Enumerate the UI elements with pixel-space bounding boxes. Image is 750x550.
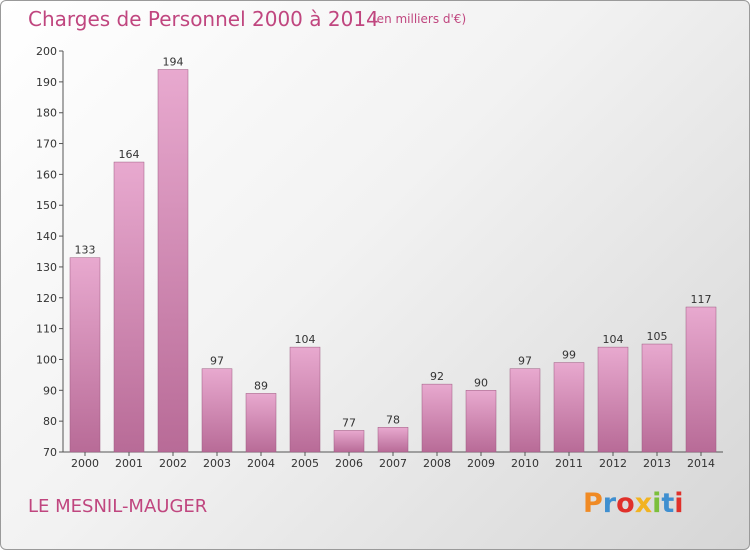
logo-letter: i: [674, 488, 684, 519]
y-tick-label: 200: [36, 45, 57, 58]
proxiti-logo[interactable]: Proxiti: [583, 488, 684, 519]
chart-unit-note: (en milliers d'€): [372, 12, 467, 26]
bar-value-label: 104: [295, 333, 316, 346]
bar-value-label: 117: [691, 293, 712, 306]
x-tick-label: 2010: [511, 457, 539, 470]
bar: [113, 161, 145, 453]
y-tick-label: 90: [43, 384, 57, 397]
bar: [201, 368, 233, 453]
bar-value-label: 99: [562, 349, 576, 362]
bar-value-label: 90: [474, 376, 488, 389]
y-tick-label: 180: [36, 107, 57, 120]
bar: [377, 427, 409, 453]
x-tick-label: 2003: [203, 457, 231, 470]
bar: [509, 368, 541, 453]
y-tick-label: 100: [36, 353, 57, 366]
bar-value-label: 89: [254, 379, 268, 392]
bar: [553, 362, 585, 453]
x-tick-label: 2014: [687, 457, 715, 470]
bar-value-label: 78: [386, 413, 400, 426]
logo-letter: o: [616, 488, 635, 519]
x-tick-label: 2009: [467, 457, 495, 470]
bar-value-label: 105: [647, 330, 668, 343]
y-tick-label: 150: [36, 199, 57, 212]
x-tick-label: 2013: [643, 457, 671, 470]
x-tick-label: 2000: [71, 457, 99, 470]
bar: [597, 346, 629, 453]
y-tick-label: 140: [36, 230, 57, 243]
logo-letter: P: [583, 488, 603, 519]
bar: [685, 306, 717, 453]
y-tick-label: 130: [36, 261, 57, 274]
x-tick-label: 2004: [247, 457, 275, 470]
y-tick-label: 110: [36, 323, 57, 336]
x-tick-label: 2007: [379, 457, 407, 470]
y-tick-label: 170: [36, 138, 57, 151]
bar-value-label: 92: [430, 370, 444, 383]
y-tick-label: 80: [43, 415, 57, 428]
y-tick-label: 190: [36, 76, 57, 89]
y-tick-label: 70: [43, 446, 57, 459]
x-tick-label: 2006: [335, 457, 363, 470]
bar-value-label: 97: [210, 355, 224, 368]
bar: [465, 390, 497, 453]
bar: [157, 69, 189, 453]
bar-value-label: 194: [163, 56, 184, 69]
chart-title: Charges de Personnel 2000 à 2014: [28, 7, 379, 31]
x-tick-label: 2001: [115, 457, 143, 470]
x-tick-label: 2012: [599, 457, 627, 470]
x-tick-label: 2008: [423, 457, 451, 470]
bar: [421, 383, 453, 453]
bar: [69, 257, 101, 453]
bar: [245, 393, 277, 453]
logo-letter: x: [634, 488, 653, 519]
commune-name: LE MESNIL-MAUGER: [28, 496, 208, 517]
y-tick-label: 160: [36, 168, 57, 181]
bar: [289, 346, 321, 453]
bar-value-label: 104: [603, 333, 624, 346]
bar-value-label: 164: [119, 148, 140, 161]
y-tick-label: 120: [36, 292, 57, 305]
logo-letter: i: [652, 488, 662, 519]
bar-value-label: 97: [518, 355, 532, 368]
bar-value-label: 77: [342, 416, 356, 429]
x-tick-label: 2005: [291, 457, 319, 470]
x-tick-label: 2011: [555, 457, 583, 470]
bar: [333, 430, 365, 453]
logo-letter: r: [602, 488, 617, 519]
bar-value-label: 133: [75, 244, 96, 257]
bar: [641, 343, 673, 453]
x-tick-label: 2002: [159, 457, 187, 470]
logo-letter: t: [661, 488, 675, 519]
